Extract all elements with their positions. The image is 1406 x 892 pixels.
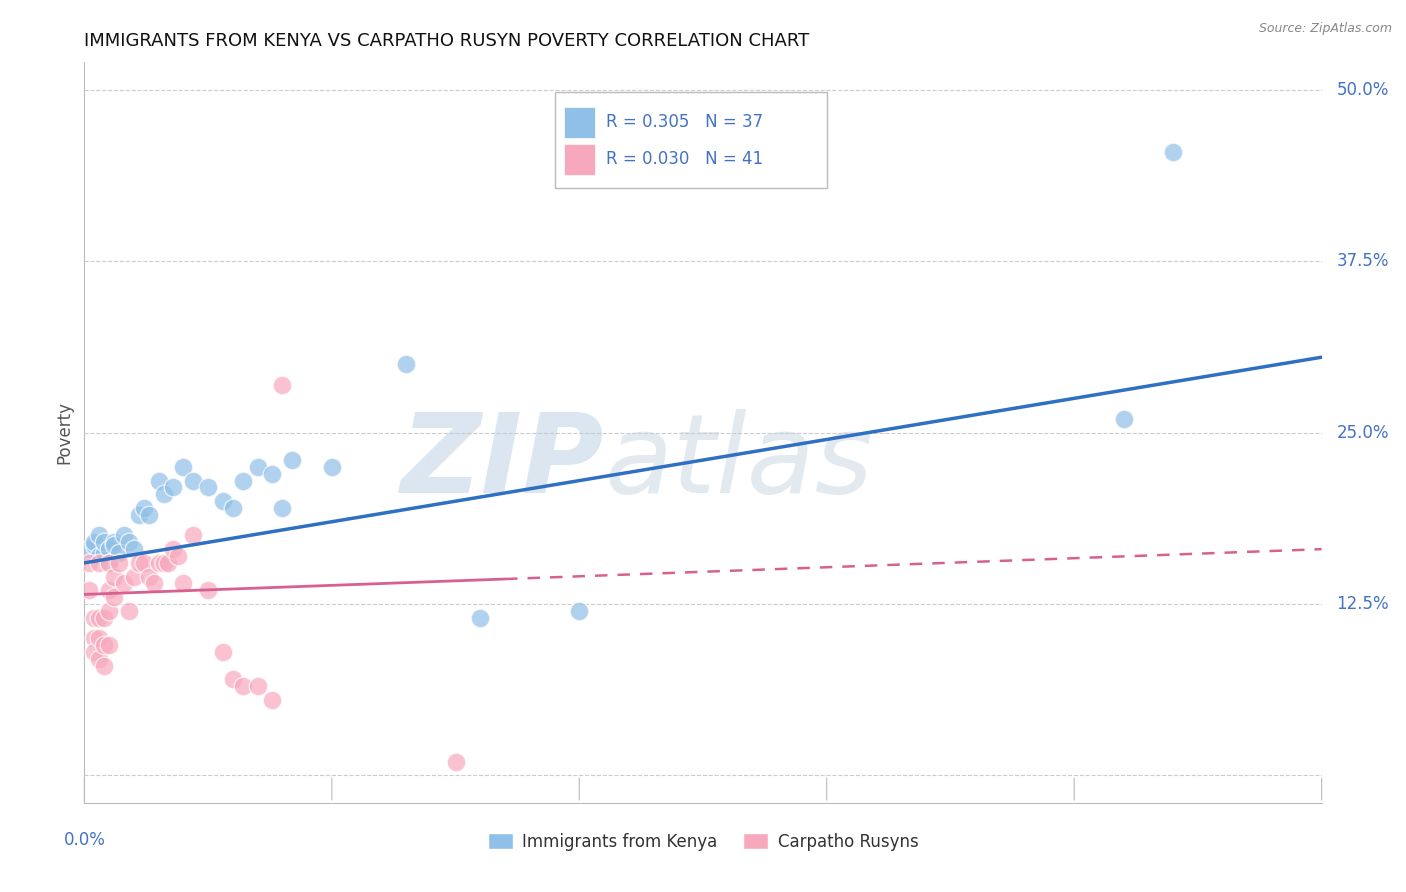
Point bbox=[118, 535, 141, 549]
Y-axis label: Poverty: Poverty bbox=[55, 401, 73, 464]
Text: 12.5%: 12.5% bbox=[1337, 595, 1389, 613]
Point bbox=[128, 556, 150, 570]
Point bbox=[162, 480, 184, 494]
Text: IMMIGRANTS FROM KENYA VS CARPATHO RUSYN POVERTY CORRELATION CHART: IMMIGRANTS FROM KENYA VS CARPATHO RUSYN … bbox=[84, 32, 810, 50]
Point bbox=[98, 556, 121, 570]
Point bbox=[89, 549, 111, 563]
Point bbox=[93, 546, 115, 560]
Point bbox=[122, 542, 145, 557]
FancyBboxPatch shape bbox=[564, 144, 595, 175]
Point bbox=[98, 542, 121, 557]
Point bbox=[79, 542, 101, 557]
Point bbox=[98, 583, 121, 598]
Point bbox=[271, 501, 294, 516]
Text: 50.0%: 50.0% bbox=[1337, 81, 1389, 99]
Point bbox=[122, 569, 145, 583]
Point bbox=[321, 459, 343, 474]
Point bbox=[103, 535, 125, 549]
Point bbox=[128, 508, 150, 522]
Text: 37.5%: 37.5% bbox=[1337, 252, 1389, 270]
Point bbox=[83, 610, 105, 624]
Point bbox=[89, 610, 111, 624]
Legend: Immigrants from Kenya, Carpatho Rusyns: Immigrants from Kenya, Carpatho Rusyns bbox=[481, 826, 925, 857]
Point bbox=[89, 528, 111, 542]
Text: atlas: atlas bbox=[605, 409, 873, 516]
Point bbox=[395, 357, 418, 371]
Point bbox=[103, 569, 125, 583]
Point bbox=[112, 528, 135, 542]
Point bbox=[89, 652, 111, 666]
Text: R = 0.030   N = 41: R = 0.030 N = 41 bbox=[606, 151, 763, 169]
Point bbox=[132, 556, 155, 570]
Text: 25.0%: 25.0% bbox=[1337, 424, 1389, 442]
Point bbox=[222, 673, 245, 687]
Point bbox=[89, 632, 111, 646]
Point bbox=[98, 556, 121, 570]
Point bbox=[157, 556, 180, 570]
Text: R = 0.305   N = 37: R = 0.305 N = 37 bbox=[606, 113, 763, 131]
Point bbox=[103, 590, 125, 604]
Point bbox=[79, 583, 101, 598]
Point bbox=[93, 610, 115, 624]
Point bbox=[108, 556, 131, 570]
Point bbox=[93, 535, 115, 549]
Point bbox=[112, 576, 135, 591]
Point bbox=[138, 508, 160, 522]
Point bbox=[148, 474, 170, 488]
Point bbox=[212, 494, 235, 508]
Point bbox=[262, 467, 284, 481]
Point bbox=[470, 610, 492, 624]
Point bbox=[83, 535, 105, 549]
Point bbox=[83, 632, 105, 646]
Point bbox=[142, 576, 165, 591]
Text: 0.0%: 0.0% bbox=[63, 831, 105, 849]
Text: ZIP: ZIP bbox=[401, 409, 605, 516]
Point bbox=[246, 459, 269, 474]
Point bbox=[181, 528, 204, 542]
Point bbox=[281, 453, 304, 467]
Point bbox=[232, 679, 254, 693]
Point bbox=[167, 549, 190, 563]
Point bbox=[162, 542, 184, 557]
Point bbox=[271, 377, 294, 392]
Point bbox=[222, 501, 245, 516]
Point bbox=[197, 583, 219, 598]
Point bbox=[148, 556, 170, 570]
FancyBboxPatch shape bbox=[564, 107, 595, 138]
Point bbox=[93, 658, 115, 673]
Point bbox=[262, 693, 284, 707]
Point bbox=[172, 459, 194, 474]
Point bbox=[197, 480, 219, 494]
Point bbox=[444, 755, 467, 769]
Point bbox=[83, 538, 105, 552]
Point bbox=[98, 638, 121, 652]
Point bbox=[132, 501, 155, 516]
Point bbox=[152, 556, 174, 570]
Point bbox=[89, 556, 111, 570]
Point bbox=[79, 556, 101, 570]
Point bbox=[93, 638, 115, 652]
Point bbox=[232, 474, 254, 488]
Point bbox=[172, 576, 194, 591]
Point bbox=[1161, 145, 1184, 159]
Point bbox=[212, 645, 235, 659]
Point bbox=[103, 538, 125, 552]
Point bbox=[118, 604, 141, 618]
Point bbox=[98, 604, 121, 618]
Point bbox=[181, 474, 204, 488]
Point bbox=[138, 569, 160, 583]
Point bbox=[108, 546, 131, 560]
Point bbox=[152, 487, 174, 501]
Point bbox=[83, 645, 105, 659]
Point bbox=[1112, 412, 1135, 426]
Text: Source: ZipAtlas.com: Source: ZipAtlas.com bbox=[1258, 22, 1392, 36]
Point bbox=[246, 679, 269, 693]
FancyBboxPatch shape bbox=[554, 92, 827, 188]
Point bbox=[568, 604, 591, 618]
